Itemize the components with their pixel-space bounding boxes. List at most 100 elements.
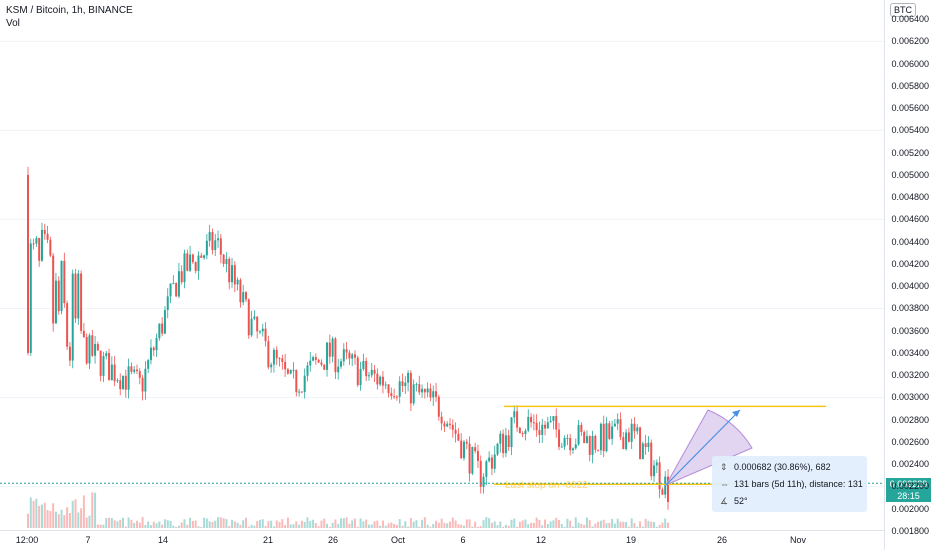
volume-bar: [35, 498, 38, 528]
candle-body: [71, 273, 74, 361]
volume-bar: [588, 520, 591, 528]
volume-bar: [532, 522, 535, 528]
volume-bar: [390, 522, 393, 528]
angle-row: ∡ 52°: [720, 496, 748, 507]
volume-bar: [298, 524, 301, 528]
volume-bar: [468, 519, 471, 528]
volume-bar: [77, 512, 80, 528]
volume-bar: [435, 520, 438, 528]
stop-note-label: Last stop on -0022: [505, 480, 588, 491]
candle-body: [655, 462, 658, 466]
volume-bar: [667, 522, 669, 528]
candle-body: [362, 360, 365, 369]
volume-bar: [326, 523, 329, 528]
volume-bar: [633, 523, 636, 528]
candle-body: [35, 238, 38, 244]
volume-bar: [423, 517, 426, 528]
volume-bar: [569, 520, 572, 528]
symbol-title[interactable]: KSM / Bitcoin, 1h, BINANCE: [6, 5, 133, 16]
volume-bar: [418, 526, 421, 528]
volume-bar: [284, 525, 287, 528]
volume-bar: [116, 521, 119, 528]
candle-body: [32, 243, 35, 245]
volume-bar: [636, 526, 639, 528]
candle-body: [549, 420, 552, 423]
volume-bar: [272, 526, 275, 528]
candle-body: [594, 435, 597, 450]
volume-bar: [524, 519, 527, 528]
volume-bar: [163, 519, 166, 528]
candle-body: [68, 346, 71, 361]
arrow-head-icon: [732, 410, 740, 417]
volume-bar: [127, 517, 130, 528]
volume-bar: [608, 522, 611, 528]
price-axis[interactable]: BTC 0.002229 28:15 0.006400 0.006200 0.006…: [884, 0, 932, 550]
candle-body: [376, 373, 379, 385]
candle-body: [54, 280, 57, 324]
candle-body: [74, 273, 77, 319]
volume-bar: [351, 520, 354, 528]
measure-info-box: ⇕ 0.000682 (30.86%), 682 ⇔ 131 bars (5d 11…: [712, 456, 867, 512]
candle-body: [460, 440, 463, 459]
volume-bar: [541, 525, 544, 528]
candle-body: [300, 391, 303, 393]
volume-bar: [52, 503, 55, 528]
volume-bar: [337, 523, 340, 528]
candle-body: [585, 436, 588, 444]
volume-bar: [278, 521, 281, 528]
candle-body: [317, 359, 320, 363]
volume-bar: [393, 523, 396, 528]
price-chart[interactable]: [0, 0, 884, 530]
candle-body: [334, 338, 337, 373]
candle-body: [583, 431, 586, 444]
candle-body: [521, 433, 524, 435]
candle-body: [471, 447, 474, 474]
candle-body: [345, 349, 348, 353]
price-range-row: ⇕ 0.000682 (30.86%), 682: [720, 462, 831, 473]
candle-body: [504, 435, 507, 454]
volume-bar: [496, 525, 499, 528]
candle-body: [183, 253, 186, 283]
volume-bar: [102, 524, 105, 528]
chart-area[interactable]: KSM / Bitcoin, 1h, BINANCE Vol Last stop…: [0, 0, 884, 551]
candle-body: [502, 433, 505, 454]
price-tick-label: 0.004800: [891, 192, 929, 203]
volume-bar: [261, 519, 264, 528]
price-range-icon: ⇕: [720, 462, 728, 472]
volume-bar: [647, 520, 650, 528]
candle-body: [208, 232, 211, 241]
candle-body: [650, 442, 653, 477]
candle-body: [267, 341, 270, 368]
candle-body: [144, 368, 147, 392]
volume-bar: [152, 521, 155, 528]
candle-body: [284, 361, 287, 370]
candle-body: [119, 380, 122, 390]
candle-body: [133, 369, 136, 372]
candle-body: [546, 422, 549, 429]
volume-bar: [661, 522, 664, 528]
volume-bar: [270, 520, 273, 528]
volume-bar: [415, 520, 418, 528]
currency-unit-badge[interactable]: BTC: [890, 3, 916, 17]
candle-body: [409, 372, 412, 404]
volume-indicator-label[interactable]: Vol: [6, 18, 20, 29]
trend-arrow-line[interactable]: [665, 409, 741, 486]
volume-bar: [373, 521, 376, 528]
bar-countdown-tag: 28:15: [886, 490, 931, 502]
candle-body: [94, 343, 97, 356]
price-tick-label: 0.005600: [891, 103, 929, 114]
measure-tool[interactable]: [664, 409, 753, 487]
angle-fan[interactable]: [664, 409, 753, 487]
chart-legend[interactable]: KSM / Bitcoin, 1h, BINANCE Vol: [6, 4, 133, 30]
volume-bar: [197, 526, 200, 528]
time-axis[interactable]: 12:00 7 14 21 26 Oct 6 12 19 26 Nov: [0, 530, 884, 551]
volume-bar: [580, 523, 583, 528]
volume-bar: [583, 524, 586, 528]
candle-body: [169, 283, 172, 297]
candle-body: [102, 356, 105, 376]
candle-body: [527, 416, 530, 431]
volume-bar: [60, 509, 63, 528]
time-tick-label: 21: [262, 535, 274, 545]
bars-range-row: ⇔ 131 bars (5d 11h), distance: 131: [720, 479, 863, 489]
candle-body: [647, 442, 650, 448]
